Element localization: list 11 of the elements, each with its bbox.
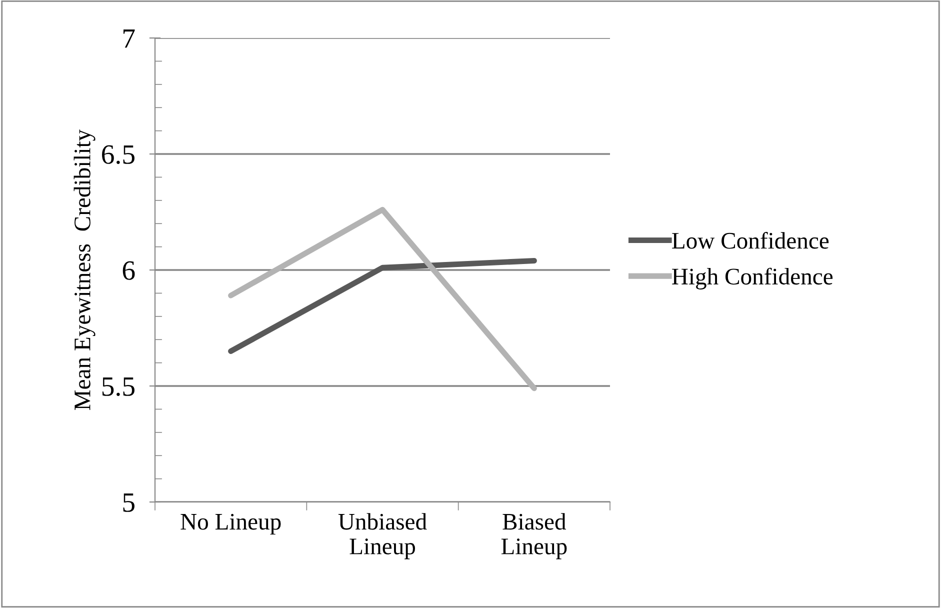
legend-label: Low Confidence — [672, 232, 829, 249]
x-tick-label: Biased Lineup — [501, 513, 567, 560]
y-tick-label: 7 — [124, 29, 135, 48]
y-tick-label: 5 — [123, 493, 134, 512]
legend-label: High Confidence — [672, 268, 833, 290]
y-tick-label: 6.5 — [102, 145, 134, 164]
x-tick-label: No Lineup — [180, 514, 281, 535]
y-tick-label: 5.5 — [102, 377, 134, 396]
x-tick-label: Unbiased Lineup — [338, 513, 427, 560]
y-tick-label: 6 — [122, 261, 135, 280]
y-axis-title: Mean Eyewitness Credibility — [74, 129, 96, 410]
